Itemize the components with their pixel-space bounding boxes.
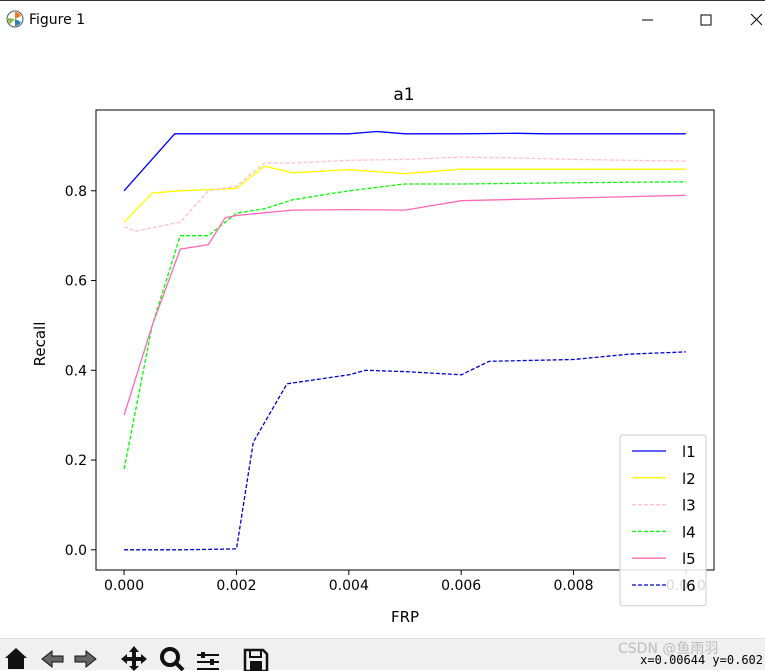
configure-subplots-icon[interactable] — [194, 643, 222, 671]
legend: l1 l2 l3 l4 l5 l6 — [619, 434, 707, 607]
matplotlib-icon — [6, 10, 24, 28]
x-tick-label: 0.000 — [104, 578, 144, 594]
legend-label-l2: l2 — [682, 470, 696, 488]
x-tick-label: 0.006 — [441, 578, 481, 594]
chart: a1 0.0000.0020.0040.0060.0080.0100.00.20… — [31, 85, 715, 626]
y-tick-label: 0.2 — [65, 453, 87, 469]
x-tick-label: 0.004 — [329, 578, 369, 594]
series-line-l1 — [123, 130, 686, 192]
x-tick-label: 0.008 — [553, 578, 593, 594]
watermark: CSDN @鱼雨羽 — [618, 641, 719, 657]
pan-icon[interactable] — [120, 643, 148, 671]
forward-icon[interactable] — [72, 643, 100, 671]
y-tick-label: 0.6 — [65, 274, 87, 290]
y-axis-label: Recall — [31, 322, 49, 367]
save-icon[interactable] — [242, 643, 270, 671]
legend-label-l1: l1 — [682, 443, 696, 461]
maximize-icon[interactable] — [694, 9, 718, 31]
legend-label-l6: l6 — [682, 577, 696, 595]
chart-title: a1 — [393, 85, 414, 105]
x-tick-label: 0.002 — [216, 578, 256, 594]
navigation-toolbar: x=0.00644 y=0.602 — [0, 638, 765, 671]
figure-canvas[interactable]: a1 0.0000.0020.0040.0060.0080.0100.00.20… — [0, 38, 765, 638]
back-icon[interactable] — [38, 643, 66, 671]
y-tick-label: 0.8 — [65, 184, 87, 200]
x-axis-label: FRP — [391, 608, 419, 626]
legend-label-l5: l5 — [682, 550, 696, 568]
plot-frame — [95, 109, 715, 571]
series-line-l2 — [123, 165, 686, 223]
coordinate-readout: x=0.00644 y=0.602 — [640, 653, 763, 667]
zoom-icon[interactable] — [158, 643, 186, 671]
series-line-l3 — [123, 156, 686, 232]
title-bar: Figure 1 — [0, 0, 765, 39]
series-line-l4 — [123, 181, 686, 470]
legend-label-l3: l3 — [682, 497, 696, 515]
y-tick-label: 0.0 — [65, 543, 87, 559]
y-tick-label: 0.4 — [65, 363, 87, 379]
close-icon[interactable] — [744, 9, 765, 31]
legend-label-l4: l4 — [682, 523, 696, 541]
home-icon[interactable] — [2, 643, 30, 671]
minimize-icon[interactable] — [636, 9, 660, 31]
window-title: Figure 1 — [29, 12, 86, 28]
series-line-l6 — [124, 351, 686, 551]
series-line-l5 — [123, 194, 686, 416]
